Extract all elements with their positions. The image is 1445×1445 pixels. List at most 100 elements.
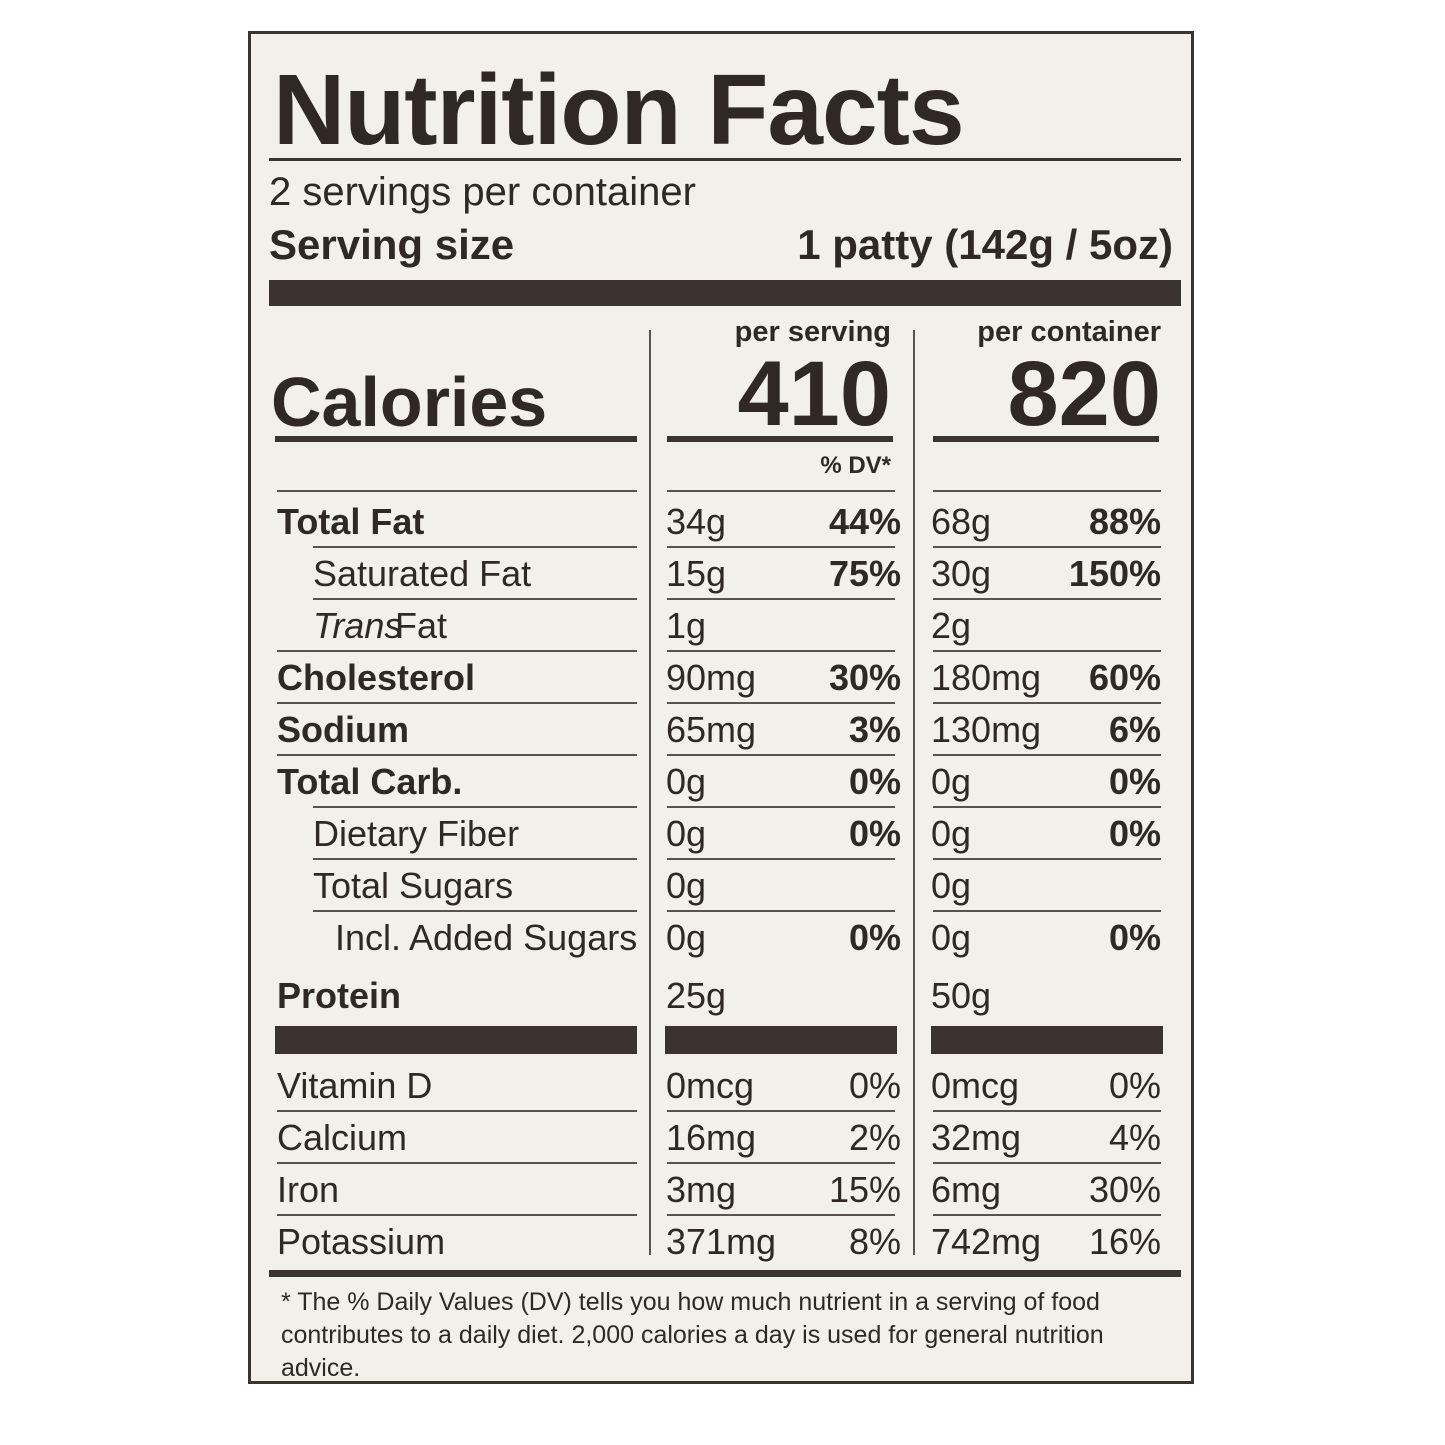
row-divider [933,598,1161,600]
nutrient-row: Sodium 65mg 3% 130mg 6% [251,704,1191,756]
vitamin-row: Calcium 16mg 2% 32mg 4% [251,1112,1191,1164]
dv-header: % DV* [820,452,891,479]
dv-per-serving: 0% [848,813,901,854]
row-divider [667,1162,895,1164]
amount-per-serving: 65mg [666,709,757,750]
amount-per-serving: 0mcg [666,1065,755,1106]
row-divider [667,858,895,860]
amount-per-serving: 34g [666,501,727,542]
dv-per-container: 0% [1108,1065,1161,1106]
dv-per-serving: 75% [828,553,901,594]
dv-per-container: 6% [1108,709,1161,750]
row-divider [667,702,895,704]
footnote: * The % Daily Values (DV) tells you how … [281,1288,1104,1382]
amount-per-container: 0g [931,865,972,906]
row-divider [933,806,1161,808]
dv-per-serving: 0% [848,761,901,802]
row-divider [933,1214,1161,1216]
nutrient-row: Protein 25g 50g [251,970,1191,1022]
amount-per-serving: 371mg [666,1221,777,1262]
row-divider [667,806,895,808]
amount-per-container: 32mg [931,1117,1022,1158]
dv-per-serving: 30% [828,657,901,698]
nutrient-name: Protein [277,975,402,1016]
amount-per-serving: 90mg [666,657,757,698]
amount-per-container: 742mg [931,1221,1042,1262]
dv-per-container: 60% [1088,657,1161,698]
servings-per-container: 2 servings per container [269,170,696,214]
dv-per-container: 30% [1088,1169,1161,1210]
dv-per-serving: 8% [848,1221,901,1262]
calories-rule-serving [667,436,893,442]
row-divider [933,754,1161,756]
row-divider [667,910,895,912]
row-divider [667,598,895,600]
amount-per-serving: 1g [666,605,707,646]
row-divider [277,1110,637,1112]
amount-per-container: 0g [931,761,972,802]
dv-per-container: 88% [1088,501,1161,542]
row-divider [277,490,637,492]
nutrient-row: Total Sugars 0g 0g [251,860,1191,912]
row-divider [933,910,1161,912]
row-divider [313,546,637,548]
nutrient-row: Trans Fat 1g 2g [251,600,1191,652]
dv-per-container: 150% [1068,553,1161,594]
amount-per-serving: 3mg [666,1169,737,1210]
nutrient-name: Total Sugars [313,865,514,906]
dv-per-serving: 3% [848,709,901,750]
title-rule [269,158,1181,161]
row-divider [667,650,895,652]
nutrient-name: Cholesterol [277,657,476,698]
amount-per-container: 6mg [931,1169,1002,1210]
amount-per-container: 68g [931,501,992,542]
row-divider [933,1110,1161,1112]
row-divider [933,650,1161,652]
vitamin-row: Iron 3mg 15% 6mg 30% [251,1164,1191,1216]
row-divider [933,1162,1161,1164]
dv-per-serving: 0% [848,1065,901,1106]
calories-rule-container [933,436,1159,442]
nutrient-name: Total Carb. [277,761,463,802]
nutrient-name: Iron [277,1169,340,1210]
calories-per-serving: 410 [737,343,892,445]
nutrient-name: Potassium [277,1221,446,1262]
serving-size-value: 1 patty (142g / 5oz) [797,221,1173,268]
col-head-per-container: per container [977,316,1161,348]
row-divider [667,754,895,756]
col-head-per-serving: per serving [734,316,891,348]
nutrient-name: Total Fat [277,501,425,542]
row-divider [667,1214,895,1216]
row-divider [277,702,637,704]
dv-per-serving: 0% [848,917,901,958]
nutrient-name: Incl. Added Sugars [335,917,638,958]
dv-per-serving: 44% [828,501,901,542]
row-divider [313,598,637,600]
vitamin-row: Vitamin D 0mcg 0% 0mcg 0% [251,1060,1191,1112]
amount-per-serving: 25g [666,975,727,1016]
row-divider [933,546,1161,548]
nutrient-row: Total Carb. 0g 0% 0g 0% [251,756,1191,808]
row-divider [277,650,637,652]
row-divider [933,490,1161,492]
nutrient-name: Calcium [277,1117,408,1158]
nutrient-name: Fat [395,605,448,646]
amount-per-container: 0mcg [931,1065,1020,1106]
calories-per-container: 820 [1007,343,1162,445]
nutrient-name: Vitamin D [277,1065,433,1106]
vitamin-thick-rule [275,1026,637,1054]
label-title: Nutrition Facts [273,54,965,166]
nutrient-name: Sodium [277,709,409,750]
serving-thick-rule [269,280,1181,306]
dv-per-container: 0% [1108,813,1161,854]
row-divider [933,858,1161,860]
amount-per-serving: 0g [666,813,707,854]
row-divider [277,1214,637,1216]
vitamin-thick-rule [931,1026,1163,1054]
row-divider [277,1162,637,1164]
row-divider [667,490,895,492]
vitamin-thick-rule [665,1026,897,1054]
nutrient-row: Total Fat 34g 44% 68g 88% [251,496,1191,548]
amount-per-serving: 0g [666,917,707,958]
row-divider [313,858,637,860]
